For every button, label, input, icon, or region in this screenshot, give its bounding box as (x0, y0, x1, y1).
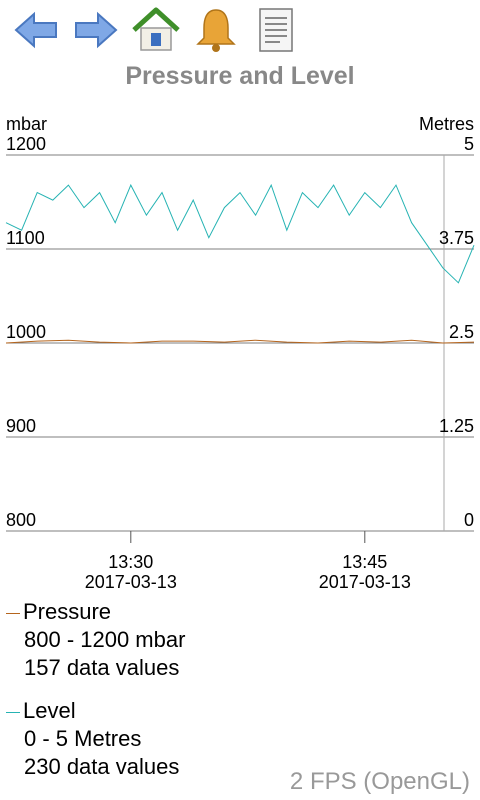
left-axis-tick-label: 1200 (6, 134, 47, 154)
document-icon[interactable] (250, 4, 302, 56)
x-axis-tick-label: 13:45 2017-03-13 (295, 552, 435, 592)
forward-arrow-icon[interactable] (70, 4, 122, 56)
right-axis-tick-label: 0 (463, 510, 474, 530)
fps-indicator: 2 FPS (OpenGL) (289, 768, 470, 795)
legend-pressure: Pressure 800 - 1200 mbar 157 data values (6, 598, 185, 682)
chart-series (5, 183, 475, 344)
x-tick-time: 13:30 (108, 552, 154, 572)
right-axis-tick-label: 2.5 (448, 322, 474, 342)
home-icon[interactable] (130, 4, 182, 56)
left-axis-tick-label: 1000 (6, 322, 47, 342)
legend-level-name: Level (23, 698, 76, 723)
right-axis-tick-label: 3.75 (438, 228, 474, 248)
left-axis-tick-label: 800 (6, 510, 37, 530)
chart-plot-area[interactable] (0, 0, 480, 600)
right-axis-unit: Metres (418, 114, 474, 134)
legend-pressure-count: 157 data values (24, 655, 180, 680)
right-axis-tick-label: 1.25 (438, 416, 474, 436)
back-arrow-icon[interactable] (10, 4, 62, 56)
legend-pressure-swatch (6, 612, 20, 614)
legend-pressure-range: 800 - 1200 mbar (24, 627, 186, 652)
series-line-level (5, 183, 475, 284)
left-axis-tick-label: 900 (6, 416, 37, 436)
x-tick-date: 2017-03-13 (318, 572, 411, 592)
right-axis-tick-label: 5 (463, 134, 474, 154)
legend-level: Level 0 - 5 Metres 230 data values (6, 697, 179, 781)
left-axis-unit: mbar (6, 114, 48, 134)
left-axis-tick-label: 1100 (6, 228, 45, 248)
bell-icon[interactable] (190, 4, 242, 56)
legend-level-range: 0 - 5 Metres (24, 726, 142, 751)
legend-level-count: 230 data values (24, 754, 180, 779)
legend-level-swatch (6, 711, 20, 713)
chart-grid (6, 154, 474, 532)
page-title: Pressure and Level (125, 62, 355, 90)
x-tick-date: 2017-03-13 (84, 572, 177, 592)
legend-pressure-name: Pressure (23, 599, 112, 624)
x-axis-ticks (130, 531, 366, 543)
x-tick-time: 13:45 (342, 552, 388, 572)
toolbar (0, 0, 480, 60)
x-axis-tick-label: 13:30 2017-03-13 (61, 552, 201, 592)
series-line-pressure (5, 339, 475, 344)
